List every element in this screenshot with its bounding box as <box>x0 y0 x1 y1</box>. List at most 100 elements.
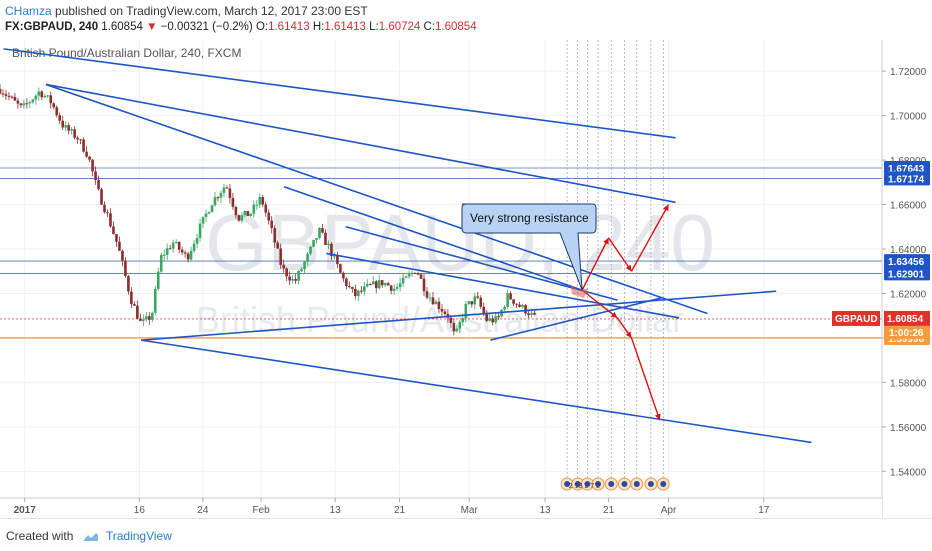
candle <box>383 282 387 288</box>
candle <box>309 246 312 256</box>
candle <box>130 287 133 308</box>
candle <box>139 313 142 322</box>
trendline-descending-resistance[interactable] <box>45 83 708 315</box>
candle <box>389 284 393 295</box>
flag-icon <box>647 481 654 487</box>
projection-arrow-4 <box>616 317 633 339</box>
candle <box>225 185 229 189</box>
candle <box>494 313 497 325</box>
candle-body <box>452 323 456 332</box>
candle-body <box>127 276 130 292</box>
candle <box>306 251 309 266</box>
projection-arrow-3 <box>581 289 618 319</box>
candle <box>189 246 193 262</box>
candle-body <box>312 239 315 247</box>
candle <box>434 299 438 305</box>
candle <box>443 308 447 316</box>
price-axis[interactable]: 1.720001.700001.680001.660001.640001.620… <box>832 40 932 518</box>
symbol-label: FX:GBPAUD, 240 <box>5 21 99 33</box>
current-price-label: 1.60854 <box>887 314 924 325</box>
price-tick-label: 1.66000 <box>890 201 927 212</box>
horizontal-levels <box>0 167 882 339</box>
created-with-text: Created with <box>6 529 74 543</box>
trendline-resistance[interactable] <box>283 185 583 291</box>
candle <box>303 260 306 275</box>
candle <box>500 308 503 318</box>
candle <box>279 243 282 269</box>
chart-area[interactable]: GBPAUD, 240 British Pound/Australian Dol… <box>0 40 932 518</box>
candle-body <box>362 286 366 292</box>
candle <box>416 271 420 276</box>
candle-body <box>371 281 375 285</box>
candle <box>398 278 402 292</box>
candle <box>395 283 399 291</box>
candle <box>73 125 76 140</box>
candle-body <box>365 284 369 287</box>
candle <box>1 89 5 98</box>
candle-body <box>401 277 405 284</box>
candle-body <box>473 296 477 305</box>
candle-body <box>294 279 297 281</box>
candle-body <box>85 151 88 157</box>
symbol-badge-label: GBPAUD <box>835 314 878 325</box>
candle <box>431 292 435 306</box>
candle-body <box>237 215 241 221</box>
time-tick-label: 24 <box>197 505 209 516</box>
candle <box>145 311 148 322</box>
candle <box>515 303 518 309</box>
time-axis-bg <box>0 498 882 518</box>
event-markers[interactable]: 2 13 2 7 2 <box>560 477 670 491</box>
trendline-outer-upper-channel[interactable] <box>3 48 676 139</box>
candle <box>518 301 521 308</box>
candle-body <box>386 283 390 286</box>
candle <box>410 270 414 278</box>
candle-body <box>136 305 139 319</box>
trendlines[interactable] <box>3 48 812 444</box>
trendline-lower-triangle[interactable] <box>326 252 680 319</box>
candle <box>521 303 524 309</box>
candle <box>64 121 67 132</box>
candle <box>234 205 238 219</box>
candle <box>255 199 259 211</box>
candle-body <box>165 248 169 255</box>
trendline-ascending-support[interactable] <box>490 297 662 341</box>
candle <box>34 94 38 105</box>
candle-body <box>518 304 521 307</box>
candle-body <box>389 285 393 291</box>
candle <box>300 266 303 273</box>
tradingview-link[interactable]: TradingView <box>105 529 172 543</box>
candle-body <box>342 272 345 279</box>
candle-body <box>455 328 459 332</box>
candle <box>162 249 166 261</box>
candle-body <box>19 103 23 106</box>
trendline-ascending-support[interactable] <box>141 290 777 341</box>
price-chart[interactable]: GBPAUD, 240 British Pound/Australian Dol… <box>0 40 932 518</box>
candle-body <box>40 91 44 98</box>
candle-body <box>94 171 97 180</box>
trendline-lower-channel[interactable] <box>140 339 812 444</box>
author-name[interactable]: CHamza <box>5 4 52 18</box>
candle-body <box>22 103 26 106</box>
candle <box>180 246 184 256</box>
last-price: 1.60854 <box>101 21 143 33</box>
flag-icon <box>574 481 581 487</box>
resistance-callout[interactable]: Very strong resistance <box>461 203 597 291</box>
candle <box>527 310 530 319</box>
candle-body <box>527 313 530 315</box>
candle-body <box>55 107 59 116</box>
candle <box>246 211 250 217</box>
candle-body <box>216 197 220 199</box>
time-axis[interactable]: 2017 16 24 Feb 13 21 Mar 13 21 Apr 17 <box>0 497 882 518</box>
candle-body <box>345 278 348 287</box>
candle <box>231 192 235 210</box>
projection-arrow-5 <box>630 337 661 421</box>
candle <box>237 214 241 223</box>
candle-body <box>64 125 67 128</box>
candle <box>183 250 187 258</box>
price-tick-label: 1.56000 <box>890 423 927 434</box>
callout-bubble[interactable] <box>461 203 597 291</box>
trendline-upper-channel[interactable] <box>45 83 676 204</box>
candle-body <box>330 243 333 256</box>
candle-body <box>189 250 193 260</box>
candle-body <box>219 192 223 198</box>
